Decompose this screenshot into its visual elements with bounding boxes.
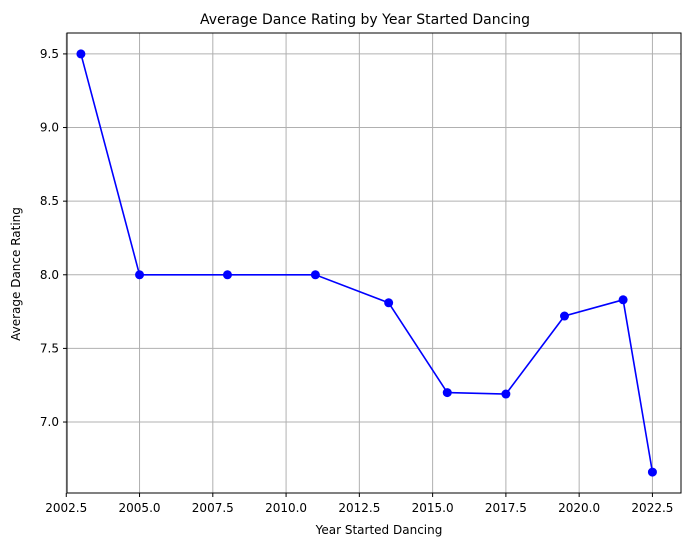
y-axis-ticks: 7.0 7.5 8.0 8.5 9.0 9.5 (40, 47, 67, 429)
data-point (222, 270, 232, 280)
x-tick-label: 2007.5 (192, 501, 234, 515)
x-tick-label: 2015.0 (412, 501, 454, 515)
data-point (135, 270, 145, 280)
y-tick-label: 8.0 (40, 268, 59, 282)
x-tick-label: 2012.5 (338, 501, 380, 515)
x-tick-label: 2002.5 (45, 501, 87, 515)
x-tick-label: 2010.0 (265, 501, 307, 515)
y-axis-label: Average Dance Rating (9, 207, 23, 341)
data-point (384, 298, 394, 308)
data-point (618, 295, 628, 305)
data-point (647, 467, 657, 477)
data-point (76, 49, 86, 59)
data-point (560, 311, 570, 321)
x-tick-label: 2005.0 (119, 501, 161, 515)
data-point (442, 388, 452, 398)
y-tick-label: 7.0 (40, 415, 59, 429)
plot-frame (66, 32, 682, 494)
series-line (80, 53, 654, 473)
chart-title: Average Dance Rating by Year Started Dan… (200, 12, 530, 28)
x-tick-label: 2017.5 (485, 501, 527, 515)
data-point (501, 389, 511, 399)
y-tick-label: 8.5 (40, 194, 59, 208)
x-tick-label: 2020.0 (558, 501, 600, 515)
data-series (76, 49, 657, 477)
y-tick-label: 7.5 (40, 341, 59, 355)
y-tick-label: 9.5 (40, 47, 59, 61)
grid (65, 33, 681, 493)
y-tick-label: 9.0 (40, 121, 59, 135)
x-axis-ticks: 2002.5 2005.0 2007.5 2010.0 2012.5 2015.0 2017… (45, 493, 673, 515)
data-point (310, 270, 320, 280)
x-axis-label: Year Started Dancing (315, 523, 443, 537)
x-tick-label: 2022.5 (631, 501, 673, 515)
